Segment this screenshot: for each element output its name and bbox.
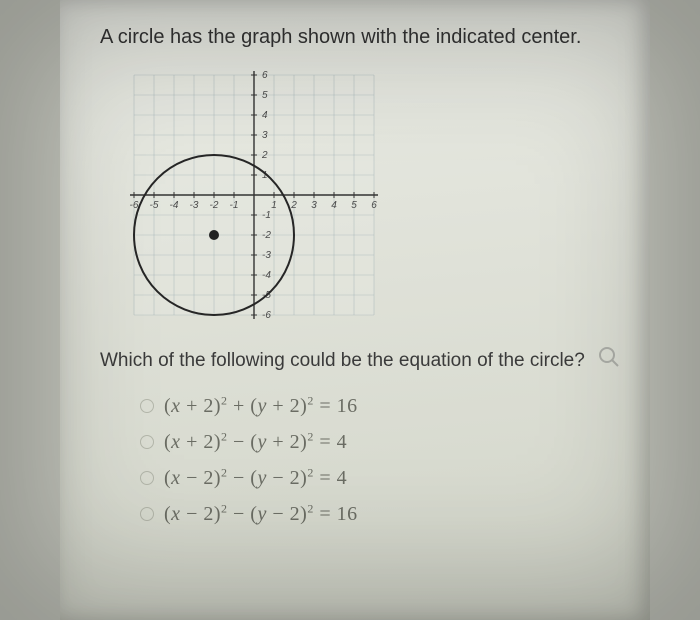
answer-option-3[interactable]: (x − 2)2 − (y − 2)2 = 4 <box>140 462 610 494</box>
svg-text:5: 5 <box>351 200 357 211</box>
question-text: A circle has the graph shown with the in… <box>100 26 610 49</box>
radio-icon[interactable] <box>140 471 154 485</box>
svg-text:-6: -6 <box>262 310 271 321</box>
answer-option-2[interactable]: (x + 2)2 − (y + 2)2 = 4 <box>140 426 610 458</box>
magnifier-icon[interactable] <box>598 346 620 368</box>
svg-text:3: 3 <box>311 200 317 211</box>
equation-text: (x − 2)2 − (y − 2)2 = 16 <box>164 498 358 530</box>
radio-icon[interactable] <box>140 435 154 449</box>
svg-text:-5: -5 <box>150 200 159 211</box>
svg-text:-1: -1 <box>230 200 239 211</box>
answer-option-1[interactable]: (x + 2)2 + (y + 2)2 = 16 <box>140 390 610 422</box>
svg-text:2: 2 <box>290 200 297 211</box>
svg-text:6: 6 <box>262 70 268 81</box>
svg-text:-4: -4 <box>170 200 179 211</box>
svg-text:6: 6 <box>371 200 377 211</box>
answer-options: (x + 2)2 + (y + 2)2 = 16 (x + 2)2 − (y + … <box>140 390 610 530</box>
worksheet-sheet: A circle has the graph shown with the in… <box>60 0 650 620</box>
svg-text:-2: -2 <box>262 230 271 241</box>
svg-text:4: 4 <box>262 110 268 121</box>
equation-text: (x + 2)2 + (y + 2)2 = 16 <box>164 390 358 422</box>
svg-text:2: 2 <box>261 150 268 161</box>
svg-text:4: 4 <box>331 200 337 211</box>
svg-text:-2: -2 <box>210 200 219 211</box>
graph-container: -6-5-4-3-2-1123456-6-5-4-3-2-1123456 <box>104 63 610 332</box>
radio-icon[interactable] <box>140 399 154 413</box>
equation-text: (x + 2)2 − (y + 2)2 = 4 <box>164 426 347 458</box>
svg-text:-3: -3 <box>190 200 199 211</box>
circle-graph: -6-5-4-3-2-1123456-6-5-4-3-2-1123456 <box>104 63 404 327</box>
svg-text:1: 1 <box>271 200 277 211</box>
svg-text:5: 5 <box>262 90 268 101</box>
equation-text: (x − 2)2 − (y − 2)2 = 4 <box>164 462 347 494</box>
prompt-text: Which of the following could be the equa… <box>100 350 610 372</box>
svg-text:-1: -1 <box>262 210 271 221</box>
svg-text:-3: -3 <box>262 250 271 261</box>
radio-icon[interactable] <box>140 507 154 521</box>
svg-text:3: 3 <box>262 130 268 141</box>
answer-option-4[interactable]: (x − 2)2 − (y − 2)2 = 16 <box>140 498 610 530</box>
svg-text:-4: -4 <box>262 270 271 281</box>
